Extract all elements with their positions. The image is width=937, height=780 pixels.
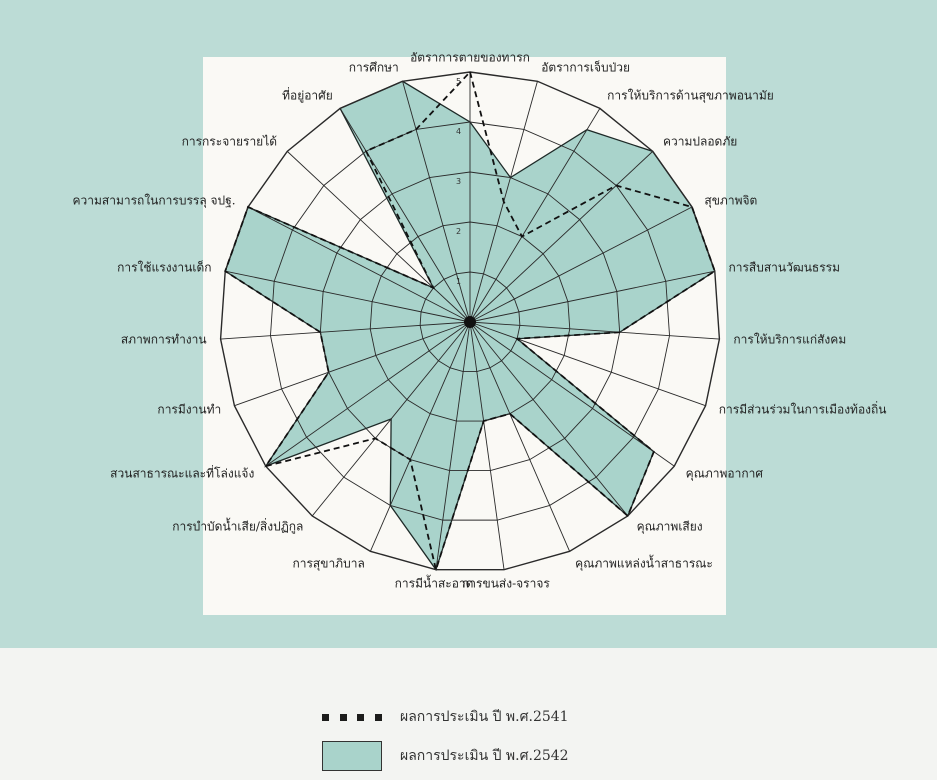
- spoke-8: [469, 321, 675, 467]
- axis-label-13: การสุขาภิบาล: [292, 556, 365, 571]
- axis-label-20: การกระจายรายได้: [181, 134, 278, 149]
- axis-label-4: สุขภาพจิต: [704, 193, 758, 208]
- spoke-19: [247, 206, 471, 323]
- legend-item-2542: ผลการประเมิน ปี พ.ศ.2542: [322, 741, 569, 771]
- legend-item-2541: ผลการประเมิน ปี พ.ศ.2541: [322, 706, 569, 728]
- axis-label-18: การใช้แรงงานเด็ก: [117, 260, 212, 275]
- spoke-3: [469, 151, 654, 323]
- axis-label-22: การศึกษา: [348, 60, 399, 75]
- grid-ring-2: [369, 221, 571, 422]
- spoke-12: [435, 321, 471, 570]
- spoke-7: [469, 321, 706, 407]
- axis-label-5: การสืบสานวัฒนธรรม: [728, 260, 841, 275]
- scale-tick-3: 3: [456, 177, 461, 186]
- center-dot: [464, 316, 476, 328]
- series-2541-line: [224, 70, 716, 574]
- axis-label-19: ความสามารถในการบรรลุ จปฐ.: [72, 193, 236, 208]
- axis-label-10: คุณภาพแหล่งน้ำสาธารณะ: [575, 556, 713, 571]
- scale-tick-1: 1: [456, 277, 461, 286]
- axis-label-17: สภาพการทำงาน: [120, 332, 207, 347]
- axis-label-15: สวนสาธารณะและที่โล่งแจ้ง: [110, 466, 255, 481]
- axis-label-9: คุณภาพเสียง: [636, 519, 703, 534]
- axis-label-8: คุณภาพอากาศ: [685, 466, 763, 481]
- axis-label-14: การบำบัดน้ำเสีย/สิ่งปฏิกูล: [172, 519, 304, 534]
- spoke-21: [339, 108, 471, 323]
- legend-label-2542: ผลการประเมิน ปี พ.ศ.2542: [400, 748, 569, 764]
- spoke-11: [469, 321, 505, 570]
- scale-tick-5: 5: [456, 77, 461, 86]
- spoke-18: [225, 270, 471, 323]
- filled-area-swatch: [322, 741, 382, 771]
- grid-ring-4: [270, 121, 670, 521]
- spoke-2: [469, 108, 601, 323]
- axis-label-21: ที่อยู่อาศัย: [282, 88, 333, 103]
- spoke-22: [402, 81, 471, 323]
- axis-label-0: อัตราการตายของทารก: [410, 50, 530, 65]
- legend: ผลการประเมิน ปี พ.ศ.2541 ผลการประเมิน ปี…: [0, 648, 937, 780]
- spoke-5: [469, 270, 715, 323]
- axis-label-1: อัตราการเจ็บป่วย: [541, 60, 630, 75]
- dashed-line-swatch: [322, 713, 382, 721]
- grid-ring-5: [219, 71, 721, 571]
- radar-chart: 1 2 3 4 5: [219, 70, 721, 574]
- spoke-14: [311, 321, 471, 517]
- axis-label-12: การมีน้ำสะอาด: [394, 576, 474, 591]
- scale-tick-4: 4: [456, 127, 461, 136]
- axis-label-2: การให้บริการด้านสุขภาพอนามัย: [607, 88, 774, 103]
- axis-label-6: การให้บริการแก่สังคม: [733, 332, 847, 347]
- grid-ring-1: [419, 271, 521, 372]
- spoke-10: [469, 321, 571, 552]
- spoke-6: [469, 321, 720, 340]
- spoke-17: [220, 321, 471, 340]
- spoke-16: [234, 321, 471, 407]
- spoke-4: [469, 206, 693, 323]
- axis-label-3: ความปลอดภัย: [662, 134, 738, 149]
- axis-label-7: การมีส่วนร่วมในการเมืองท้องถิ่น: [718, 402, 887, 417]
- axis-label-16: การมีงานทำ: [157, 402, 222, 417]
- spoke-15: [265, 321, 471, 467]
- scale-tick-2: 2: [456, 227, 461, 236]
- spoke-13: [369, 321, 471, 552]
- axis-label-11: การขนส่ง-จราจร: [462, 576, 550, 591]
- spoke-20: [286, 151, 471, 323]
- legend-label-2541: ผลการประเมิน ปี พ.ศ.2541: [400, 709, 569, 725]
- spoke-9: [469, 321, 629, 517]
